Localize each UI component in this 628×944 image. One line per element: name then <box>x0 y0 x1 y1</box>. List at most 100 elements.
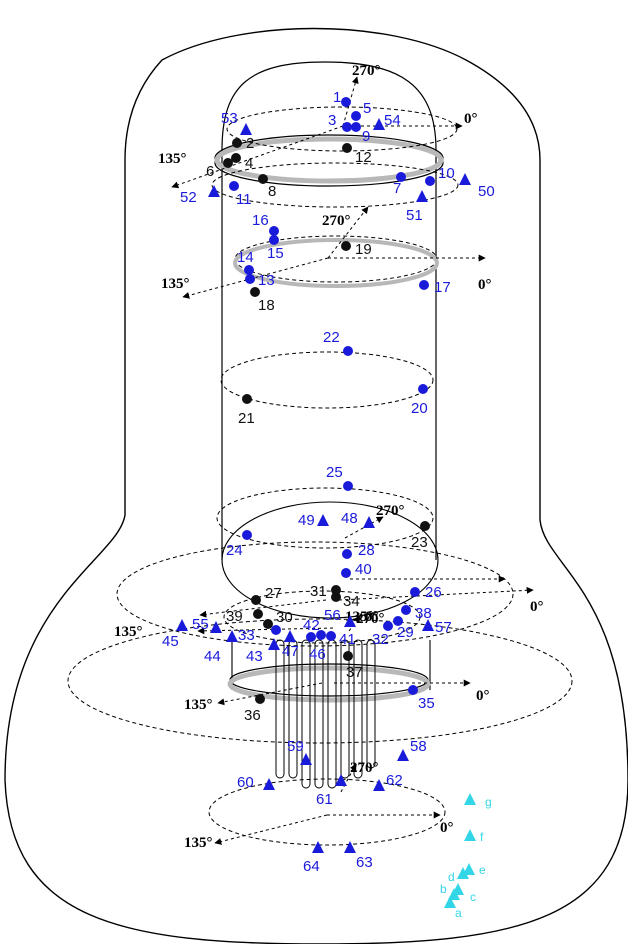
lower-band-ring <box>227 663 431 703</box>
sensor-label-23: 23 <box>411 534 428 551</box>
sensor-marker-27 <box>251 595 261 605</box>
sensor-marker-35 <box>408 685 418 695</box>
sensor-label-3: 3 <box>328 112 336 129</box>
sensor-marker-16 <box>269 226 279 236</box>
angle-label: 135° <box>184 697 213 713</box>
sensor-label-12: 12 <box>355 149 372 166</box>
middle-band-ring <box>233 235 439 288</box>
sensor-marker-64 <box>312 841 324 853</box>
sensor-label-58: 58 <box>410 738 427 755</box>
angle-label: 270° <box>322 213 351 229</box>
sensor-marker-6 <box>223 158 233 168</box>
sensor-label-50: 50 <box>478 183 495 200</box>
sensor-marker-1 <box>341 97 351 107</box>
angle-label: 135° <box>114 624 143 640</box>
sensor-label-11: 11 <box>236 191 252 208</box>
sensor-label-54: 54 <box>384 112 401 129</box>
sensor-marker-22 <box>343 346 353 356</box>
sensor-label-39: 39 <box>226 608 243 625</box>
shroud-bottom <box>221 501 439 619</box>
sensor-label-60: 60 <box>237 774 254 791</box>
sensor-label-25: 25 <box>326 464 343 481</box>
sensor-marker-17 <box>419 280 429 290</box>
sensor-marker-32 <box>383 621 393 631</box>
sensor-label-26: 26 <box>425 584 442 601</box>
sensor-marker-46 <box>306 632 316 642</box>
sensor-label-22: 22 <box>323 329 340 346</box>
sensor-label-38: 38 <box>415 605 432 622</box>
sensor-label-1: 1 <box>333 89 341 106</box>
sensor-marker-13 <box>245 274 255 284</box>
sensor-label-56: 56 <box>324 607 341 624</box>
sensor-marker-25 <box>343 481 353 491</box>
sensor-marker-34 <box>331 592 341 602</box>
sensor-label-28: 28 <box>358 542 375 559</box>
sensor-label-8: 8 <box>268 183 276 200</box>
angle-label: 135° <box>158 151 187 167</box>
sensor-label-37: 37 <box>346 664 363 681</box>
sensor-marker-48 <box>363 516 375 528</box>
sensor-label-6: 6 <box>206 163 214 180</box>
upper-band-ring <box>214 134 444 187</box>
sensor-label-20: 20 <box>411 400 428 417</box>
sensor-marker-37 <box>343 651 353 661</box>
sensor-label-64: 64 <box>303 858 320 875</box>
sensor-marker-19 <box>341 241 351 251</box>
sensor-label-4: 4 <box>245 155 253 172</box>
sensor-label-63: 63 <box>356 854 373 871</box>
sensor-marker-11 <box>229 181 239 191</box>
sensor-label-44: 44 <box>204 648 221 665</box>
sensor-label-41: 41 <box>339 631 356 648</box>
sensor-marker-33 <box>226 630 238 642</box>
sensor-marker-9 <box>351 122 361 132</box>
sensor-label-51: 51 <box>406 207 423 224</box>
sensor-label-40: 40 <box>355 561 372 578</box>
sensor-label-61: 61 <box>316 791 333 808</box>
sensor-marker-63 <box>344 841 356 853</box>
legend-marker-d <box>457 867 469 879</box>
sensor-marker-24 <box>242 530 252 540</box>
sensor-marker-58 <box>397 749 409 761</box>
sensor-marker-31 <box>331 585 341 595</box>
sensor-label-10: 10 <box>438 165 455 182</box>
angle-label: 0° <box>476 688 490 704</box>
sensor-marker-3 <box>342 122 352 132</box>
sensor-marker-59 <box>300 753 312 765</box>
sensor-marker-52 <box>208 185 220 197</box>
angle-label: 135° <box>184 835 213 851</box>
direction-arrows <box>171 76 534 845</box>
sensor-label-21: 21 <box>238 410 255 427</box>
sensor-label-29: 29 <box>397 624 414 641</box>
sensor-label-59: 59 <box>287 738 304 755</box>
sensor-label-18: 18 <box>258 297 275 314</box>
angle-label: 270° <box>352 63 381 79</box>
sensor-label-9: 9 <box>362 128 370 145</box>
vessel-outline <box>4 27 628 944</box>
sensor-label-48: 48 <box>341 510 358 527</box>
legend-label-g: g <box>485 795 492 809</box>
sensor-marker-28 <box>342 549 352 559</box>
sensor-label-16: 16 <box>252 212 269 229</box>
sensor-marker-45 <box>176 619 188 631</box>
legend-marker-f <box>464 829 476 841</box>
sensor-marker-56 <box>344 615 356 627</box>
legend-label-a: a <box>455 906 462 920</box>
sensor-marker-53 <box>240 123 252 135</box>
sensor-label-53: 53 <box>221 110 238 127</box>
sensor-marker-60 <box>263 778 275 790</box>
sensor-label-36: 36 <box>244 707 261 724</box>
sensor-marker-49 <box>317 514 329 526</box>
sensor-label-47: 47 <box>282 643 299 660</box>
angle-label: 0° <box>440 820 454 836</box>
sensor-label-5: 5 <box>363 100 371 117</box>
legend-label-b: b <box>440 882 447 896</box>
angle-label: 270° <box>350 760 379 776</box>
sensor-label-52: 52 <box>180 189 197 206</box>
sensor-label-30: 30 <box>276 609 293 626</box>
angle-label: 0° <box>530 599 544 615</box>
legend-label-d: d <box>448 870 455 884</box>
sensor-marker-40 <box>341 568 351 578</box>
sensor-label-43: 43 <box>246 648 263 665</box>
